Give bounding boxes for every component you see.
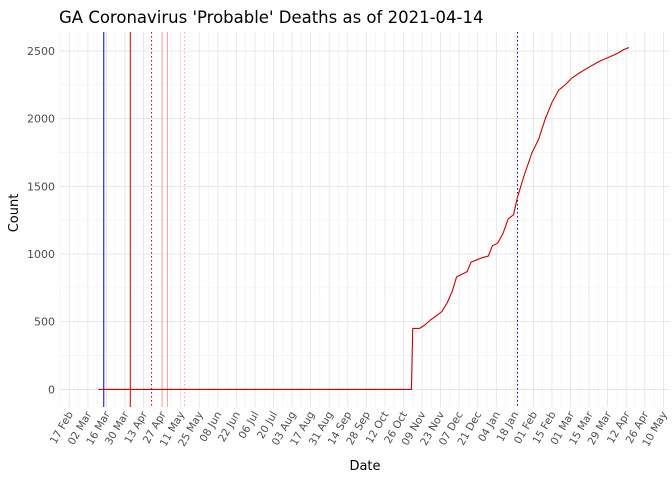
- y-axis: 0 500 1000 1500 2000 2500: [27, 45, 55, 396]
- y-tick-label: 1500: [27, 180, 55, 193]
- y-tick-label: 2000: [27, 113, 55, 126]
- y-tick-label: 500: [34, 316, 55, 329]
- reference-lines: [103, 32, 518, 407]
- y-tick-label: 2500: [27, 45, 55, 58]
- series-line: [98, 47, 630, 390]
- y-tick-label: 0: [48, 383, 55, 396]
- y-axis-title: Count: [7, 194, 22, 233]
- chart-title: GA Coronavirus 'Probable' Deaths as of 2…: [59, 8, 483, 27]
- y-tick-label: 1000: [27, 248, 55, 261]
- series-layer: [98, 47, 630, 390]
- x-axis-title: Date: [349, 459, 380, 474]
